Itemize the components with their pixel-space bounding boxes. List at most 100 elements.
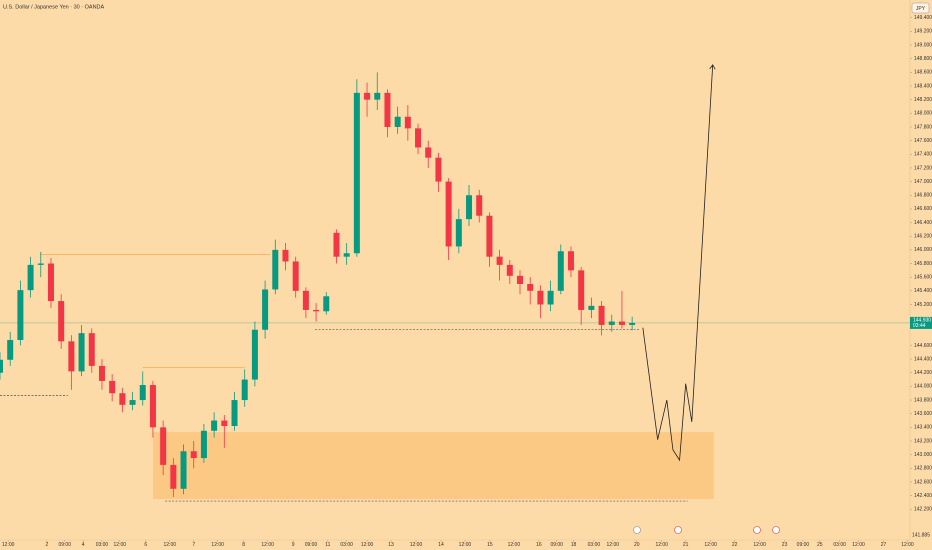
- x-tick-label: 12:00: [211, 542, 224, 548]
- y-tick-label: 148.800: [914, 56, 932, 62]
- projection-path: [642, 64, 714, 462]
- y-tick-label: 147.000: [914, 179, 932, 185]
- x-tick-label: 03:00: [96, 542, 109, 548]
- candle-body: [211, 420, 218, 431]
- candle-body: [588, 305, 595, 310]
- candle-body: [506, 264, 513, 276]
- event-icon[interactable]: [753, 526, 761, 534]
- event-icons: [633, 526, 780, 534]
- candle-body: [333, 232, 340, 257]
- price-label: 144.930: [913, 318, 931, 324]
- candle-body: [47, 263, 54, 302]
- y-tick-label: 146.200: [914, 234, 932, 240]
- candle-body: [231, 400, 238, 426]
- y-tick-label: 148.400: [914, 83, 932, 89]
- x-tick-label: 12:00: [753, 542, 766, 548]
- y-tick-label: 144.200: [914, 370, 932, 376]
- event-icon[interactable]: [772, 526, 780, 534]
- candle-body: [384, 92, 391, 127]
- candle-body: [221, 420, 228, 426]
- candle-body: [58, 301, 65, 342]
- x-tick-label: 12:00: [410, 542, 423, 548]
- x-tick-label: 25: [817, 542, 823, 548]
- x-tick-label: 13: [388, 542, 394, 548]
- x-tick-label: 21: [683, 542, 689, 548]
- candle-body: [139, 385, 146, 401]
- x-tick-label: 12:00: [114, 542, 127, 548]
- candle-body: [527, 283, 534, 291]
- x-tick-label: 03:00: [340, 542, 353, 548]
- candle-body: [404, 116, 411, 129]
- candle-body: [517, 275, 523, 284]
- candle-body: [190, 451, 197, 459]
- y-tick-label: 143.000: [914, 452, 932, 458]
- x-tick-label: 22: [732, 542, 738, 548]
- y-tick-label: 147.800: [914, 124, 932, 130]
- x-tick-label: 23: [782, 542, 788, 548]
- y-tick-label: 145.200: [914, 302, 932, 308]
- x-tick-label: 12:00: [655, 542, 668, 548]
- y-tick-label: 146.000: [914, 247, 932, 253]
- candle-body: [343, 253, 350, 257]
- x-tick-label: 12:00: [361, 542, 374, 548]
- candle-body: [170, 464, 177, 489]
- y-tick-label: 142.600: [914, 479, 932, 485]
- candle-body: [445, 181, 452, 247]
- zone: [152, 432, 714, 500]
- y-tick-label: 144.400: [914, 356, 932, 362]
- x-tick-label: 12:00: [704, 542, 717, 548]
- y-tick-label: 142.400: [914, 493, 932, 499]
- x-tick-label: 27: [881, 542, 887, 548]
- candle-body: [364, 92, 371, 100]
- y-tick-label: 142.200: [914, 507, 932, 513]
- candle-body: [160, 427, 167, 465]
- candle-body: [119, 393, 126, 405]
- x-tick-label: 2: [46, 542, 49, 548]
- currency: JPY: [916, 6, 926, 12]
- x-tick-label: 09:00: [550, 542, 563, 548]
- candle-body: [486, 215, 493, 257]
- candle-body: [578, 270, 585, 310]
- x-tick-label: 20: [634, 542, 640, 548]
- candle-body: [88, 333, 95, 366]
- candle-body: [629, 322, 636, 325]
- candle-body: [292, 261, 299, 291]
- candle-body: [129, 400, 136, 405]
- x-tick-label: 09:00: [797, 542, 810, 548]
- candle-body: [415, 128, 422, 148]
- x-tick-label: 4: [82, 542, 85, 548]
- candle-body: [425, 147, 432, 158]
- candle-body: [272, 249, 279, 290]
- candle-body: [302, 290, 309, 310]
- event-icon[interactable]: [674, 526, 682, 534]
- candle-body: [598, 305, 605, 325]
- y-tick-label: 143.200: [914, 438, 932, 444]
- candle-body: [567, 251, 574, 271]
- candle-body: [180, 451, 187, 489]
- chart-title: U.S. Dollar / Japanese Yen · 30 · OANDA: [3, 4, 105, 10]
- candle-body: [251, 329, 258, 380]
- y-tick-label: 149.000: [914, 42, 932, 48]
- x-tick-label: 12:00: [852, 542, 865, 548]
- y-tick-label: 147.400: [914, 152, 932, 158]
- candle-body: [374, 92, 381, 100]
- candle-body: [7, 339, 14, 360]
- y-tick-label: 147.200: [914, 165, 932, 171]
- candle-body: [547, 290, 554, 305]
- x-tick-label: 14: [438, 542, 444, 548]
- candle-body: [537, 290, 544, 305]
- x-tick-label: 12:00: [164, 542, 177, 548]
- y-tick-label: 143.600: [914, 411, 932, 417]
- x-tick-label: 12:00: [2, 542, 15, 548]
- y-tick-label: 148.600: [914, 70, 932, 76]
- event-icon[interactable]: [633, 526, 641, 534]
- x-tick-label: 18: [571, 542, 577, 548]
- x-tick-label: 9: [292, 542, 295, 548]
- x-tick-label: 12:00: [508, 542, 521, 548]
- y-tick-label: 148.000: [914, 111, 932, 117]
- candle-body: [200, 430, 207, 459]
- y-tick-label: 145.600: [914, 274, 932, 280]
- y-tick-label: 147.600: [914, 138, 932, 144]
- y-tick-label: 143.800: [914, 397, 932, 403]
- candle-body: [608, 321, 615, 325]
